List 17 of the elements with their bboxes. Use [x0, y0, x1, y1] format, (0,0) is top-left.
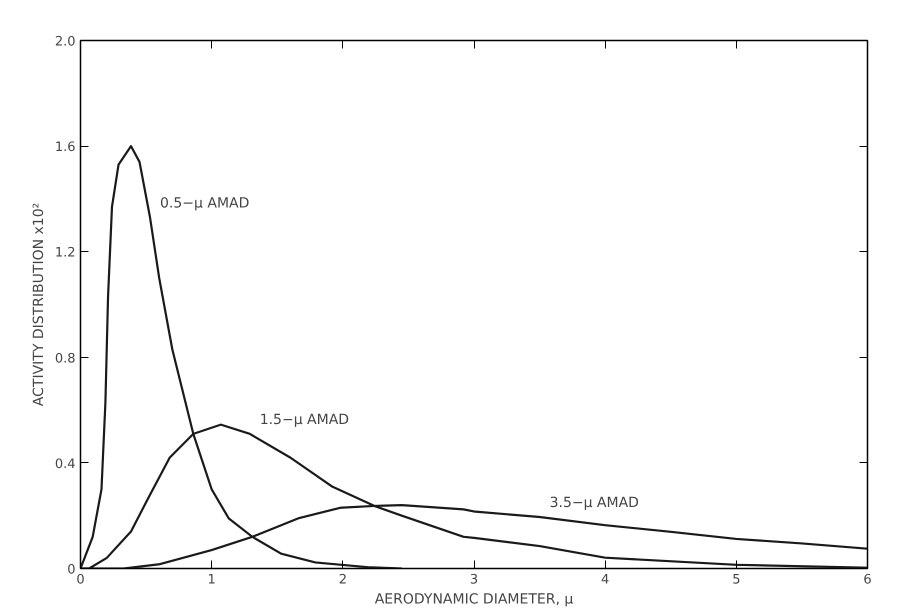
y-tick-label: 1.6 [54, 140, 76, 156]
y-tick-label: 0.4 [54, 456, 76, 472]
y-tick-label: 2.0 [54, 34, 76, 50]
x-tick-label: 3 [470, 572, 478, 588]
y-tick-label: 1.2 [54, 246, 76, 261]
x-axis-title: AERODYNAMIC DIAMETER, μ [374, 592, 574, 608]
x-tick-label: 6 [863, 572, 872, 588]
x-tick-label: 1 [208, 572, 216, 588]
y-tick-label: 0.8 [54, 351, 76, 366]
y-axis-title: ACTIVITY DISTRIBUTION x10² [30, 202, 47, 406]
annotation: 1.5−μ AMAD [260, 412, 350, 428]
x-tick-label: 4 [601, 572, 610, 588]
annotation: 3.5−μ AMAD [550, 495, 639, 512]
y-tick-label: 0 [67, 562, 76, 578]
x-tick-label: 5 [732, 572, 740, 588]
annotation: 0.5−μ AMAD [160, 195, 250, 212]
x-tick-label: 2 [338, 572, 347, 588]
